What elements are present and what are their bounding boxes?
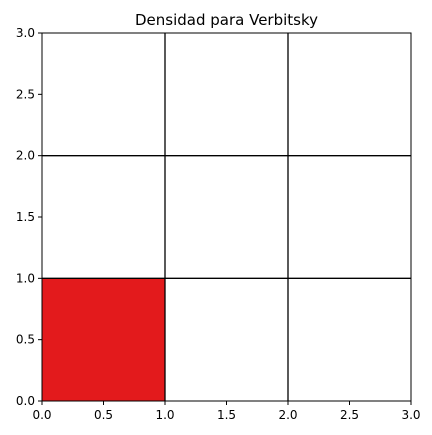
x-tick-label: 2.5 xyxy=(340,408,359,422)
y-tick-label: 1.5 xyxy=(16,210,35,224)
x-tick-label: 1.0 xyxy=(155,408,174,422)
x-tick-label: 0.5 xyxy=(94,408,113,422)
y-tick-label: 0.5 xyxy=(16,333,35,347)
x-tick-label: 1.5 xyxy=(217,408,236,422)
chart-title: Densidad para Verbitsky xyxy=(135,11,318,29)
y-tick-label: 2.0 xyxy=(16,149,35,163)
x-tick-label: 3.0 xyxy=(401,408,420,422)
density-cell xyxy=(42,278,165,401)
x-tick-label: 0.0 xyxy=(32,408,51,422)
y-tick-label: 0.0 xyxy=(16,394,35,408)
x-tick-label: 2.0 xyxy=(278,408,297,422)
y-tick-label: 1.0 xyxy=(16,271,35,285)
y-tick-label: 2.5 xyxy=(16,87,35,101)
y-tick-label: 3.0 xyxy=(16,26,35,40)
